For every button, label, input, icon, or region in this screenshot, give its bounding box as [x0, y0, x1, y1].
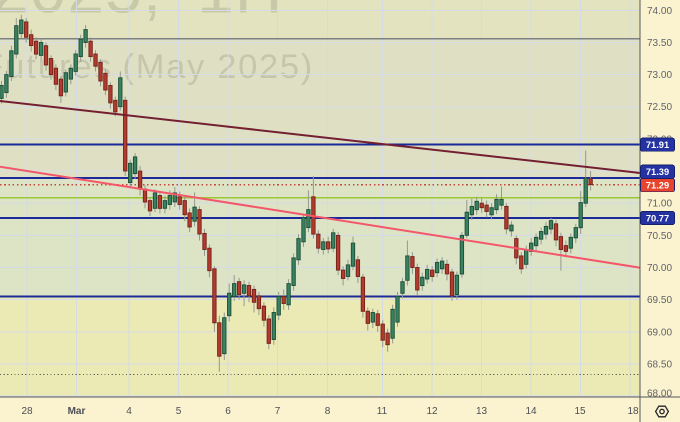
svg-text:1H: 1H: [197, 0, 283, 27]
svg-text:71.39: 71.39: [646, 167, 669, 177]
svg-text:70.50: 70.50: [647, 231, 672, 242]
svg-text:69.50: 69.50: [647, 295, 672, 306]
svg-text:18: 18: [627, 406, 639, 417]
svg-text:71.29: 71.29: [646, 181, 669, 191]
svg-text:11: 11: [377, 406, 388, 417]
svg-text:14: 14: [525, 406, 537, 417]
svg-text:74.00: 74.00: [647, 6, 672, 17]
svg-text:(May 2025): (May 2025): [123, 48, 315, 86]
svg-text:Mar: Mar: [68, 406, 86, 417]
svg-text:6: 6: [225, 406, 231, 417]
svg-text:69.00: 69.00: [647, 327, 672, 338]
svg-text:5: 5: [176, 406, 182, 417]
svg-text:71.91: 71.91: [646, 140, 669, 150]
svg-text:68.00: 68.00: [647, 389, 672, 400]
svg-text:72.50: 72.50: [647, 102, 672, 113]
svg-text:8: 8: [325, 406, 331, 417]
svg-text:15: 15: [574, 406, 586, 417]
svg-text:4: 4: [126, 406, 132, 417]
svg-text:12: 12: [426, 406, 438, 417]
svg-text:73.00: 73.00: [647, 70, 672, 81]
svg-text:28: 28: [21, 406, 33, 417]
svg-text:70.77: 70.77: [646, 213, 669, 223]
svg-text:70.00: 70.00: [647, 263, 672, 274]
svg-text:71.00: 71.00: [647, 199, 672, 210]
svg-text:73.50: 73.50: [647, 38, 672, 49]
svg-text:13: 13: [476, 406, 488, 417]
svg-text:7: 7: [275, 406, 281, 417]
svg-text:68.50: 68.50: [647, 360, 672, 371]
